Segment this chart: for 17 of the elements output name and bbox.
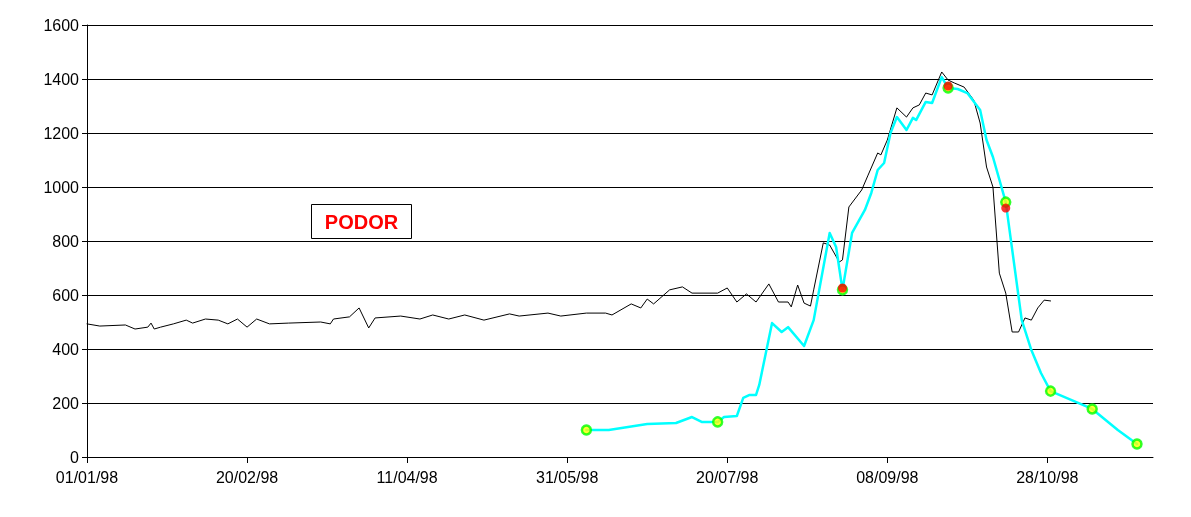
y-tick-label: 1000 (43, 178, 80, 196)
annotation: PODOR (324, 210, 399, 233)
y-tick-label: 1200 (43, 124, 80, 142)
y-tick-label: 1600 (43, 16, 80, 34)
y-tick-label: 800 (52, 232, 80, 250)
x-tick-label: 31/05/98 (536, 468, 599, 486)
y-tick-label: 1400 (43, 70, 80, 88)
y-tick-label: 600 (52, 286, 80, 304)
x-tick-label: 28/10/98 (1016, 468, 1079, 486)
x-tick-label: 01/01/98 (55, 468, 119, 486)
x-tick-label: 08/09/98 (856, 468, 919, 486)
x-tick-label: 11/04/98 (376, 468, 438, 486)
y-tick-label: 0 (70, 448, 80, 466)
y-tick-label: 400 (52, 340, 80, 358)
x-tick-label: 20/02/98 (215, 468, 279, 486)
y-tick-label: 200 (52, 394, 80, 412)
x-tick-label: 20/07/98 (696, 468, 759, 486)
